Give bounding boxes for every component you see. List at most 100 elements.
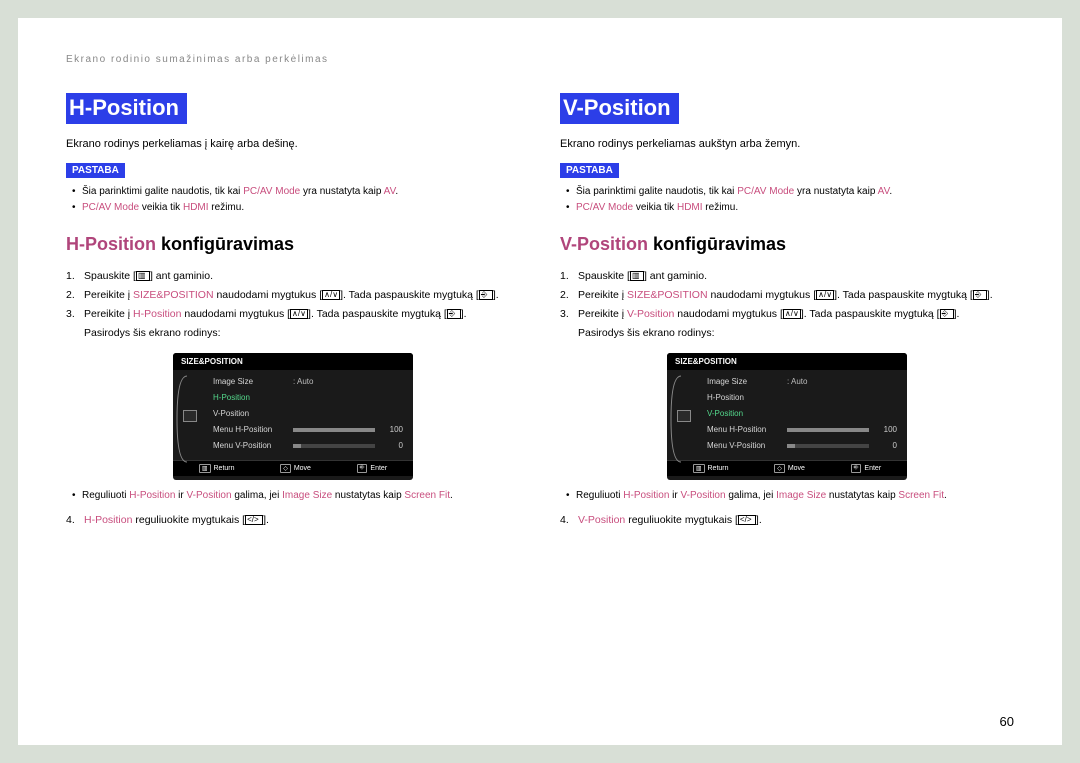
osd-category-icon [183,410,197,422]
step-4: 4. H-Position reguliuokite mygtukais [</… [66,511,520,530]
subheading-highlight: V-Position [560,234,648,254]
step-tail: Pasirodys šis ekrano rodinys: [84,327,221,339]
heading-v-position: V-Position [560,93,679,124]
step-text: ]. [987,289,993,301]
enter-icon: ⎆ [447,309,461,319]
step-text: Spauskite [ [578,270,630,282]
step-text: Pereikite į [578,289,627,301]
enter-icon: ⎆ [973,290,987,300]
osd-body: Image Size: AutoH-PositionV-PositionMenu… [667,370,907,458]
t: . [450,490,453,501]
step-highlight: SIZE&POSITION [133,289,214,301]
osd-title: SIZE&POSITION [173,353,413,370]
t: Screen Fit [898,490,944,501]
t: H-Position [129,490,175,501]
step-text: ]. Tada paspauskite mygtuką [ [308,308,447,320]
step-3: 3. Pereikite į H-Position naudodami mygt… [66,305,520,343]
move-icon: ◇ [280,464,291,473]
step-1: 1. Spauskite [▥] ant gaminio. [66,267,520,286]
step-highlight: SIZE&POSITION [627,289,708,301]
enter-icon: ⎆ [940,309,954,319]
osd-screenshot: SIZE&POSITION Image Size: AutoH-Position… [66,353,520,480]
step-highlight: V-Position [578,514,625,526]
step-2: 2. Pereikite į SIZE&POSITION naudodami m… [66,286,520,305]
osd-move: ◇Move [280,464,311,473]
subheading-highlight: H-Position [66,234,156,254]
osd-row: Image Size: Auto [213,374,403,390]
t: V-Position [187,490,232,501]
osd-category-icon [677,410,691,422]
step-text: naudodami mygtukus [ [708,289,817,301]
step-highlight: H-Position [84,514,132,526]
return-icon: ▥ [199,464,211,473]
step-3: 3. Pereikite į V-Position naudodami mygt… [560,305,1014,343]
sub-note-item: Reguliuoti H-Position ir V-Position gali… [566,488,1014,503]
step-text: ] ant gaminio. [150,270,213,282]
footer-label: Return [214,465,235,472]
menu-icon: ▥ [630,271,644,281]
step-4: 4. V-Position reguliuokite mygtukais [</… [560,511,1014,530]
t: . [944,490,947,501]
step-list: 1. Spauskite [▥] ant gaminio. 2. Pereiki… [560,267,1014,343]
t: Image Size [776,490,826,501]
menu-icon: ▥ [136,271,150,281]
osd-return: ▥Return [693,464,729,473]
updown-icon: ∧/∨ [816,290,834,300]
osd-row: V-Position [213,406,403,422]
subheading-rest: konfigūravimas [648,234,786,254]
note-label: PASTABA [560,163,619,178]
document-page: Ekrano rodinio sumažinimas arba perkėlim… [18,18,1062,745]
step-text: reguliuokite mygtukais [ [132,514,245,526]
osd-body: Image Size: AutoH-PositionV-PositionMenu… [173,370,413,458]
note-item: Šia parinktimi galite naudotis, tik kai … [72,184,520,200]
enter-icon: ⎆ [851,464,862,473]
t: ir [175,490,186,501]
step-text: Pereikite į [578,308,627,320]
subheading-config: V-Position konfigūravimas [560,234,1014,255]
step-text: Pereikite į [84,289,133,301]
step-text: ]. Tada paspauskite mygtuką [ [340,289,479,301]
subheading-rest: konfigūravimas [156,234,294,254]
step-text: ]. [954,308,960,320]
osd-row: H-Position [707,390,897,406]
step-text: ] ant gaminio. [644,270,707,282]
intro-text: Ekrano rodinys perkeliamas aukštyn arba … [560,138,1014,150]
step-text: ]. [263,514,269,526]
osd-row: H-Position [213,390,403,406]
page-number: 60 [1000,714,1014,729]
move-icon: ◇ [774,464,785,473]
step-text: Pereikite į [84,308,133,320]
step-text: Spauskite [ [84,270,136,282]
step-2: 2. Pereikite į SIZE&POSITION naudodami m… [560,286,1014,305]
step-highlight: V-Position [627,308,674,320]
osd-row: V-Position [707,406,897,422]
sub-note-item: Reguliuoti H-Position ir V-Position gali… [72,488,520,503]
step-list-cont: 4. V-Position reguliuokite mygtukais [</… [560,511,1014,530]
osd-move: ◇Move [774,464,805,473]
t: H-Position [623,490,669,501]
step-text: ]. Tada paspauskite mygtuką [ [834,289,973,301]
t: nustatytas kaip [332,490,404,501]
osd-rows: Image Size: AutoH-PositionV-PositionMenu… [189,370,413,458]
intro-text: Ekrano rodinys perkeliamas į kairę arba … [66,138,520,150]
two-column-layout: H-Position Ekrano rodinys perkeliamas į … [66,93,1014,529]
updown-icon: ∧/∨ [783,309,801,319]
note-item: Šia parinktimi galite naudotis, tik kai … [566,184,1014,200]
t: galima, jei [726,490,777,501]
sub-note: Reguliuoti H-Position ir V-Position gali… [66,488,520,503]
t: nustatytas kaip [826,490,898,501]
t: ir [669,490,680,501]
right-column: V-Position Ekrano rodinys perkeliamas au… [560,93,1014,529]
step-text: ]. Tada paspauskite mygtuką [ [801,308,940,320]
osd-footer: ▥Return ◇Move ⎆Enter [667,460,907,476]
osd-footer: ▥Return ◇Move ⎆Enter [173,460,413,476]
return-icon: ▥ [693,464,705,473]
step-list: 1. Spauskite [▥] ant gaminio. 2. Pereiki… [66,267,520,343]
step-text: reguliuokite mygtukais [ [625,514,738,526]
heading-h-position: H-Position [66,93,187,124]
footer-label: Move [294,465,311,472]
t: Reguliuoti [576,490,623,501]
updown-icon: ∧/∨ [322,290,340,300]
step-text: ]. [493,289,499,301]
t: Image Size [282,490,332,501]
